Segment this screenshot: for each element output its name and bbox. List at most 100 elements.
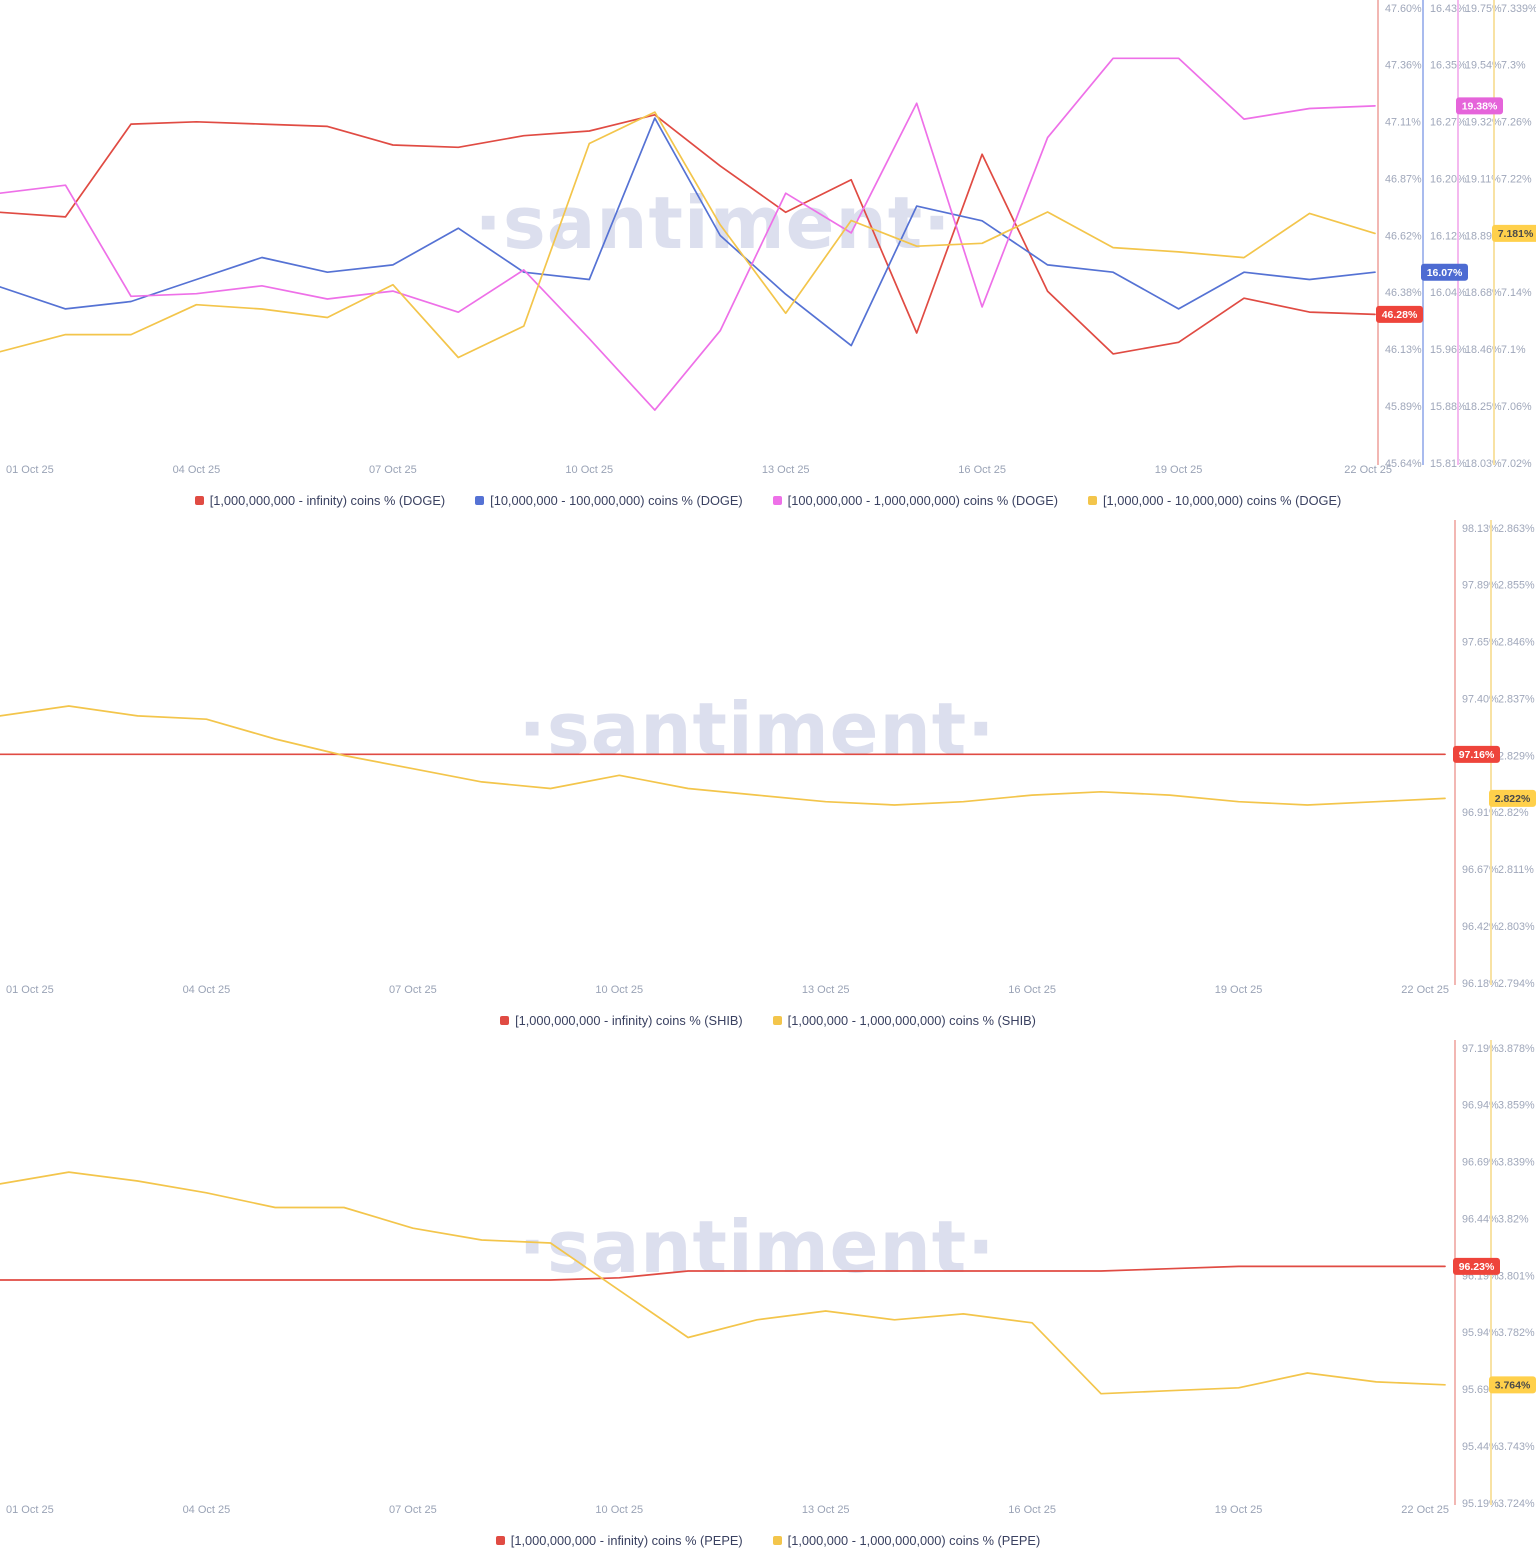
y-axis-tick-label: 46.13% [1385, 344, 1422, 356]
series-line-3 [0, 111, 1376, 359]
y-axis-tick-label: 7.06% [1501, 401, 1532, 413]
x-axis-label: 07 Oct 25 [369, 464, 417, 476]
x-axis-label: 19 Oct 25 [1215, 984, 1263, 996]
y-axis-tick-label: 16.04% [1430, 287, 1467, 299]
y-axis-tick-label: 18.46% [1465, 344, 1502, 356]
y-axis-tick-label: 96.67% [1462, 864, 1499, 876]
y-axis-tick-label: 7.339% [1501, 3, 1536, 15]
current-value-badge-3 [1492, 224, 1536, 242]
y-axis-tick-label: 98.13% [1462, 523, 1499, 535]
y-axis-tick-label: 3.801% [1498, 1270, 1535, 1282]
legend-item-shib-0[interactable]: [1,000,000,000 - infinity) coins % (SHIB… [500, 1013, 743, 1028]
y-axis-tick-label: 16.27% [1430, 117, 1467, 129]
y-axis-tick-label: 3.82% [1498, 1213, 1529, 1225]
doge-supply-distribution-chart: 47.60% 47.36% 47.11% 46.87% 46.62% 46.38% 46.1… [0, 0, 1536, 476]
legend-item-doge-3[interactable]: [1,000,000 - 10,000,000) coins % (DOGE) [1088, 493, 1341, 508]
current-value-badge-label: 16.07% [1427, 267, 1463, 279]
x-axis-label: 16 Oct 25 [958, 464, 1006, 476]
x-axis-label: 16 Oct 25 [1008, 1504, 1056, 1516]
legend-swatch [500, 1015, 510, 1025]
x-axis-label: 16 Oct 25 [1008, 984, 1056, 996]
legend-item-doge-1[interactable]: [10,000,000 - 100,000,000) coins % (DOGE… [475, 493, 743, 508]
legend-label: [1,000,000,000 - infinity) coins % (SHIB… [515, 1012, 743, 1028]
current-value-badge-2 [1456, 97, 1503, 115]
x-axis-label: 01 Oct 25 [6, 464, 54, 476]
legend-label: [1,000,000,000 - infinity) coins % (DOGE… [209, 492, 446, 508]
legend-item-shib-1[interactable]: [1,000,000 - 1,000,000,000) coins % (SHI… [772, 1012, 1036, 1028]
y-axis-tick-label: 7.26% [1501, 117, 1532, 129]
y-axis-tick-label: 96.91% [1462, 807, 1499, 819]
current-value-badge-label: 96.23% [1459, 1261, 1495, 1273]
y-axis-tick-label: 96.94% [1462, 1100, 1499, 1112]
y-axis-tick-label: 46.62% [1385, 230, 1422, 242]
x-axis-label: 22 Oct 25 [1344, 464, 1392, 476]
y-axis-tick-label: 18.03% [1465, 458, 1502, 470]
legend-label: [1,000,000 - 10,000,000) coins % (DOGE) [1103, 492, 1342, 508]
y-axis-tick-label: 18.68% [1465, 287, 1502, 299]
current-value-badge-label: 19.38% [1462, 100, 1498, 112]
y-axis-tick-label: 95.44% [1462, 1441, 1499, 1453]
y-axis-tick-label: 19.32% [1465, 117, 1502, 129]
y-axis-tick-label: 19.11% [1465, 173, 1501, 185]
x-axis-label: 01 Oct 25 [6, 984, 54, 996]
y-axis-tick-label: 95.19% [1462, 1498, 1499, 1510]
current-value-badge-1 [1489, 789, 1536, 807]
y-axis-tick-label: 2.837% [1498, 693, 1535, 705]
current-value-badge-label: 97.16% [1459, 749, 1495, 761]
y-axis-tick-label: 97.89% [1462, 580, 1499, 592]
y-axis-tick-label: 18.25% [1465, 401, 1502, 413]
legend-swatch [772, 1535, 782, 1545]
y-axis-tick-label: 96.18% [1462, 978, 1499, 990]
legend-item-doge-0[interactable]: [1,000,000,000 - infinity) coins % (DOGE… [194, 492, 446, 508]
legend-label: [10,000,000 - 100,000,000) coins % (DOGE… [490, 492, 743, 508]
chart-panel-shib: ·santiment· 98.13%97.89%97.65%97.40%97.1… [0, 520, 1536, 1040]
legend-label: [1,000,000 - 1,000,000,000) coins % (SHI… [787, 1012, 1036, 1028]
y-axis-tick-label: 2.855% [1498, 580, 1535, 592]
current-value-badge-0 [1453, 1257, 1500, 1275]
legend-swatch [772, 1015, 782, 1025]
y-axis-tick-label: 2.82% [1498, 807, 1529, 819]
y-axis-tick-label: 3.878% [1498, 1043, 1535, 1055]
shib-legend: [1,000,000,000 - infinity) coins % (SHIB… [0, 1010, 1536, 1030]
y-axis-tick-label: 15.81% [1430, 458, 1467, 470]
y-axis-tick-label: 16.35% [1430, 60, 1467, 72]
current-value-badge-label: 2.822% [1495, 793, 1531, 805]
y-axis-tick-label: 97.40% [1462, 693, 1499, 705]
pepe-legend: [1,000,000,000 - infinity) coins % (PEPE… [0, 1530, 1536, 1550]
y-axis-tick-label: 3.839% [1498, 1157, 1535, 1169]
y-axis-tick-label: 47.36% [1385, 60, 1422, 72]
series-line-0 [0, 113, 1376, 355]
y-axis-tick-label: 16.12% [1430, 230, 1467, 242]
x-axis-label: 19 Oct 25 [1215, 1504, 1263, 1516]
current-value-badge-0 [1453, 745, 1500, 763]
y-axis-tick-label: 2.846% [1498, 637, 1535, 649]
x-axis-label: 07 Oct 25 [389, 1504, 437, 1516]
x-axis-label: 10 Oct 25 [595, 1504, 643, 1516]
doge-legend: [1,000,000,000 - infinity) coins % (DOGE… [0, 490, 1536, 510]
y-axis-tick-label: 45.89% [1385, 401, 1422, 413]
legend-swatch [772, 495, 782, 505]
y-axis-tick-label: 19.54% [1465, 60, 1502, 72]
chart-panel-pepe: ·santiment· 97.19% 96.94% 96.69% 96.44% 96.1… [0, 1040, 1536, 1560]
y-axis-tick-label: 7.14% [1501, 287, 1532, 299]
y-axis-tick-label: 7.1% [1501, 344, 1526, 356]
legend-item-pepe-0[interactable]: [1,000,000,000 - infinity) coins % (PEPE… [495, 1533, 743, 1548]
series-line-1 [0, 705, 1446, 806]
y-axis-tick-label: 46.87% [1385, 173, 1422, 185]
y-axis-tick-label: 16.43% [1430, 3, 1467, 15]
current-value-badge-0 [1376, 305, 1423, 323]
y-axis-tick-label: 7.22% [1501, 173, 1532, 185]
y-axis-tick-label: 95.94% [1462, 1327, 1499, 1339]
y-axis-tick-label: 15.96% [1430, 344, 1467, 356]
y-axis-tick-label: 45.64% [1385, 458, 1422, 470]
legend-item-doge-2[interactable]: [100,000,000 - 1,000,000,000) coins % (D… [772, 493, 1058, 508]
legend-item-pepe-1[interactable]: [1,000,000 - 1,000,000,000) coins % (PEP… [772, 1533, 1040, 1548]
y-axis-tick-label: 3.743% [1498, 1441, 1535, 1453]
y-axis-tick-label: 96.42% [1462, 921, 1499, 933]
y-axis-tick-label: 2.811% [1498, 864, 1534, 876]
x-axis-label: 10 Oct 25 [595, 984, 643, 996]
x-axis-label: 01 Oct 25 [6, 1504, 54, 1516]
y-axis-tick-label: 97.19% [1462, 1043, 1499, 1055]
series-line-1 [0, 117, 1376, 347]
y-axis-tick-label: 46.38% [1385, 287, 1422, 299]
